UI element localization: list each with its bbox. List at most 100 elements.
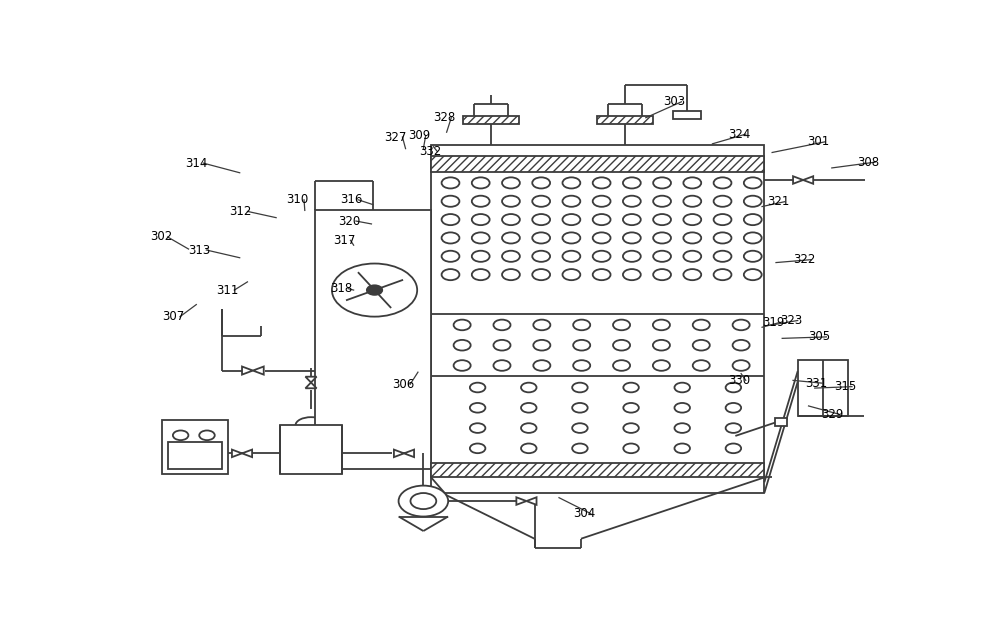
Circle shape	[502, 214, 520, 225]
Text: 307: 307	[162, 310, 184, 323]
Circle shape	[623, 403, 639, 413]
Circle shape	[683, 269, 701, 280]
Circle shape	[562, 196, 580, 207]
Text: 324: 324	[728, 128, 750, 140]
Bar	[673, 112, 701, 119]
Circle shape	[683, 251, 701, 262]
Text: 319: 319	[762, 316, 784, 329]
Circle shape	[623, 196, 641, 207]
Circle shape	[493, 360, 511, 371]
Circle shape	[454, 340, 471, 350]
Circle shape	[502, 233, 520, 243]
Text: 322: 322	[793, 253, 815, 266]
Text: 316: 316	[340, 193, 363, 206]
Text: 310: 310	[286, 193, 308, 206]
Circle shape	[442, 251, 459, 262]
Circle shape	[623, 214, 641, 225]
Text: 331: 331	[805, 377, 828, 390]
Circle shape	[173, 431, 188, 440]
Circle shape	[410, 493, 436, 509]
Circle shape	[493, 340, 511, 350]
Circle shape	[623, 251, 641, 262]
Polygon shape	[793, 176, 803, 184]
Text: 309: 309	[408, 129, 430, 142]
Circle shape	[593, 269, 611, 280]
Text: 328: 328	[433, 111, 456, 124]
Text: 301: 301	[807, 135, 829, 149]
Circle shape	[532, 269, 550, 280]
Circle shape	[714, 269, 731, 280]
Circle shape	[502, 251, 520, 262]
Circle shape	[573, 340, 590, 350]
Circle shape	[593, 196, 611, 207]
Text: 311: 311	[216, 283, 239, 297]
Circle shape	[693, 360, 710, 371]
Circle shape	[470, 403, 485, 413]
Circle shape	[623, 269, 641, 280]
Circle shape	[470, 443, 485, 453]
Circle shape	[653, 196, 671, 207]
Text: 313: 313	[189, 243, 211, 256]
Circle shape	[521, 403, 537, 413]
Circle shape	[532, 196, 550, 207]
Bar	[775, 418, 787, 426]
Text: 302: 302	[150, 231, 172, 243]
Bar	[315, 211, 431, 469]
Polygon shape	[526, 497, 537, 505]
Circle shape	[442, 233, 459, 243]
Text: 327: 327	[385, 130, 407, 144]
Circle shape	[593, 233, 611, 243]
Circle shape	[472, 269, 490, 280]
Circle shape	[532, 177, 550, 189]
Circle shape	[472, 233, 490, 243]
Bar	[431, 463, 764, 477]
Circle shape	[442, 196, 459, 207]
Circle shape	[683, 233, 701, 243]
Text: 312: 312	[230, 205, 252, 218]
Circle shape	[733, 320, 750, 330]
Circle shape	[693, 340, 710, 350]
Circle shape	[613, 320, 630, 330]
Circle shape	[653, 233, 671, 243]
Polygon shape	[242, 367, 253, 374]
Circle shape	[454, 320, 471, 330]
Polygon shape	[232, 450, 242, 457]
Circle shape	[653, 340, 670, 350]
Circle shape	[674, 443, 690, 453]
Circle shape	[573, 360, 590, 371]
Bar	[463, 116, 519, 125]
Circle shape	[399, 486, 448, 517]
Circle shape	[562, 251, 580, 262]
Circle shape	[533, 320, 550, 330]
Circle shape	[521, 382, 537, 393]
Circle shape	[714, 233, 731, 243]
Circle shape	[367, 285, 382, 295]
Circle shape	[714, 251, 731, 262]
Circle shape	[726, 443, 741, 453]
Circle shape	[521, 423, 537, 433]
Circle shape	[674, 423, 690, 433]
Circle shape	[674, 403, 690, 413]
Circle shape	[623, 423, 639, 433]
Circle shape	[683, 177, 701, 189]
Text: 315: 315	[834, 380, 856, 393]
Text: 303: 303	[664, 95, 686, 108]
Circle shape	[653, 214, 671, 225]
Circle shape	[472, 177, 490, 189]
Circle shape	[442, 214, 459, 225]
Circle shape	[521, 443, 537, 453]
Circle shape	[653, 320, 670, 330]
Circle shape	[332, 263, 417, 317]
Circle shape	[623, 443, 639, 453]
Text: 320: 320	[338, 214, 360, 228]
Text: 329: 329	[821, 408, 843, 421]
Circle shape	[744, 196, 762, 207]
Circle shape	[442, 269, 459, 280]
Circle shape	[726, 423, 741, 433]
Bar	[597, 116, 653, 125]
Circle shape	[593, 177, 611, 189]
Circle shape	[532, 251, 550, 262]
Circle shape	[472, 214, 490, 225]
Circle shape	[470, 423, 485, 433]
Text: 317: 317	[333, 234, 355, 247]
